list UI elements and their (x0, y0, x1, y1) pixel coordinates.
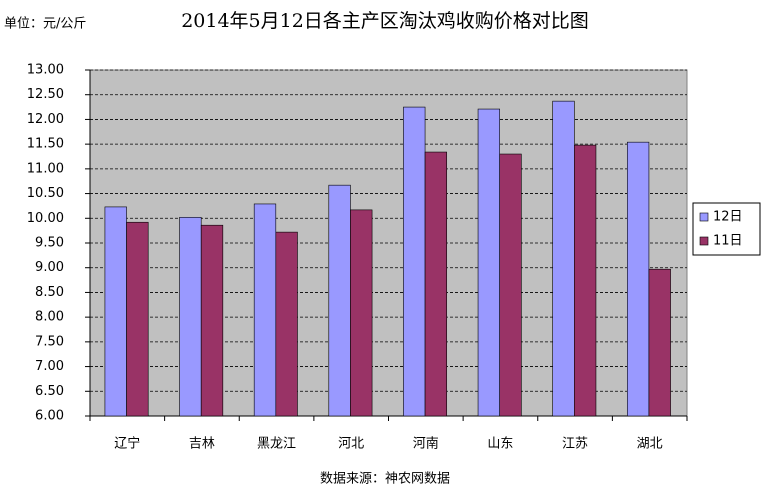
bar (552, 100, 575, 417)
x-tick-label: 江苏 (562, 436, 588, 452)
legend-label: 11日 (713, 234, 743, 249)
x-tick-label: 辽宁 (114, 436, 140, 452)
y-tick-label: 8.50 (35, 285, 64, 300)
y-tick-label: 11.50 (27, 137, 64, 152)
y-tick-label: 12.00 (27, 112, 64, 127)
bar (499, 153, 522, 417)
y-tick-label: 13.00 (27, 63, 64, 78)
legend-box (692, 202, 761, 256)
legend-swatch (699, 212, 709, 222)
bar (328, 184, 351, 417)
bar (200, 224, 224, 417)
y-tick-label: 7.50 (35, 334, 64, 349)
x-tick-label: 黑龙江 (257, 437, 296, 452)
bar (350, 209, 373, 417)
bar (403, 106, 426, 417)
bar (253, 203, 277, 417)
bar (104, 206, 127, 417)
chart-title: 2014年5月12日各主产区淘汰鸡收购价格对比图 (181, 10, 589, 32)
y-tick-label: 6.00 (35, 409, 64, 424)
bar (477, 108, 500, 417)
bar (275, 231, 298, 417)
legend-swatch (699, 236, 709, 246)
source-note: 数据来源：神农网数据 (320, 472, 450, 487)
x-tick-label: 吉林 (189, 437, 215, 452)
bar (648, 268, 671, 417)
y-tick-label: 11.00 (27, 161, 64, 176)
bar (179, 216, 202, 417)
y-tick-label: 10.50 (27, 186, 64, 201)
x-tick-label: 河北 (338, 437, 364, 452)
bar (126, 221, 149, 417)
unit-label: 单位：元/公斤 (4, 17, 86, 32)
y-tick-label: 9.50 (35, 236, 64, 251)
bar (424, 151, 448, 417)
y-tick-label: 12.50 (27, 87, 64, 102)
y-tick-label: 8.00 (35, 310, 64, 325)
y-tick-label: 10.00 (27, 211, 64, 226)
legend-label: 12日 (713, 210, 743, 225)
x-tick-label: 湖北 (637, 437, 663, 452)
y-tick-label: 9.00 (35, 260, 64, 275)
x-tick-label: 河南 (413, 436, 439, 452)
y-tick-label: 7.00 (35, 359, 64, 374)
x-tick-label: 山东 (487, 437, 513, 452)
bar (574, 144, 597, 417)
bar (626, 141, 650, 417)
y-tick-label: 6.50 (35, 384, 64, 399)
